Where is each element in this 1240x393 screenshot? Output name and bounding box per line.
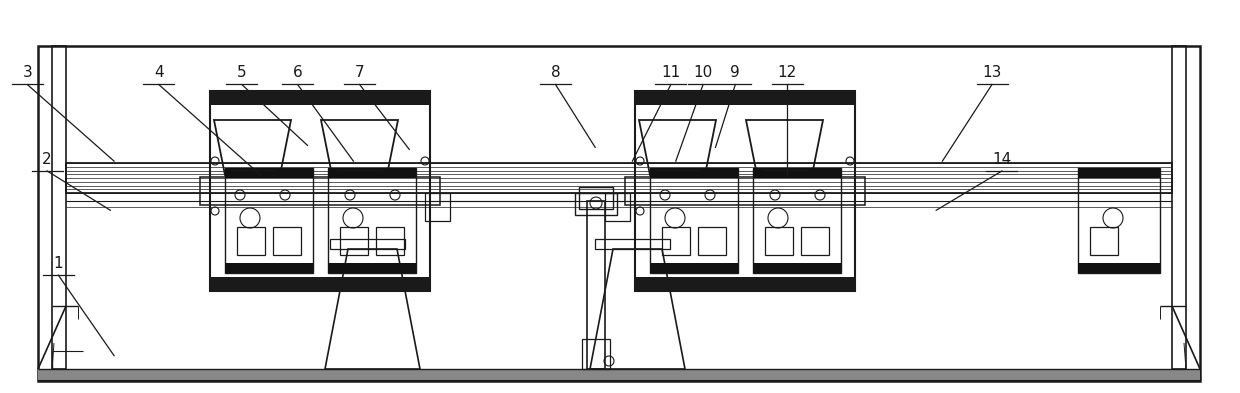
Bar	[330, 239, 405, 249]
Bar	[753, 263, 841, 273]
Bar	[605, 193, 630, 221]
Bar	[237, 227, 265, 255]
Text: 2: 2	[42, 152, 52, 167]
Text: 10: 10	[693, 66, 713, 81]
Bar	[635, 277, 856, 291]
Bar	[650, 263, 738, 273]
Bar	[273, 227, 301, 255]
Text: 14: 14	[992, 152, 1012, 167]
Bar	[210, 91, 430, 105]
Bar	[200, 177, 440, 205]
Text: 7: 7	[355, 66, 365, 81]
Bar	[376, 227, 404, 255]
Text: 9: 9	[730, 66, 740, 81]
Text: 8: 8	[551, 66, 560, 81]
Bar	[635, 91, 856, 291]
Bar	[587, 201, 605, 369]
Text: 11: 11	[661, 66, 681, 81]
Bar	[329, 263, 415, 273]
Text: 6: 6	[293, 66, 303, 81]
Bar	[595, 239, 670, 249]
Bar	[210, 91, 430, 291]
Bar	[1078, 168, 1159, 178]
Text: 1: 1	[53, 256, 63, 271]
Bar	[224, 168, 312, 178]
Bar	[329, 168, 415, 273]
Bar	[635, 91, 856, 105]
Text: 4: 4	[154, 66, 164, 81]
Bar	[38, 369, 1200, 381]
Bar	[340, 227, 368, 255]
Bar	[650, 168, 738, 273]
Bar	[1090, 227, 1118, 255]
Bar	[1078, 263, 1159, 273]
Bar	[765, 227, 794, 255]
Text: 13: 13	[982, 66, 1002, 81]
Bar	[38, 319, 52, 369]
Bar	[1078, 168, 1159, 273]
Bar	[52, 46, 66, 369]
Bar	[66, 163, 1172, 193]
Bar	[582, 339, 610, 369]
Bar	[625, 177, 866, 205]
Bar	[698, 227, 725, 255]
Text: 12: 12	[777, 66, 797, 81]
Bar	[753, 168, 841, 273]
Bar	[662, 227, 689, 255]
Bar	[224, 168, 312, 273]
Bar	[1172, 46, 1185, 369]
Bar	[753, 168, 841, 178]
Bar	[425, 193, 450, 221]
Bar	[38, 46, 1200, 381]
Bar	[329, 168, 415, 178]
Text: 5: 5	[237, 66, 247, 81]
Bar	[575, 193, 618, 215]
Bar	[650, 168, 738, 178]
Bar	[579, 187, 613, 209]
Bar	[224, 263, 312, 273]
Text: 3: 3	[22, 66, 32, 81]
Bar	[801, 227, 830, 255]
Bar	[210, 277, 430, 291]
